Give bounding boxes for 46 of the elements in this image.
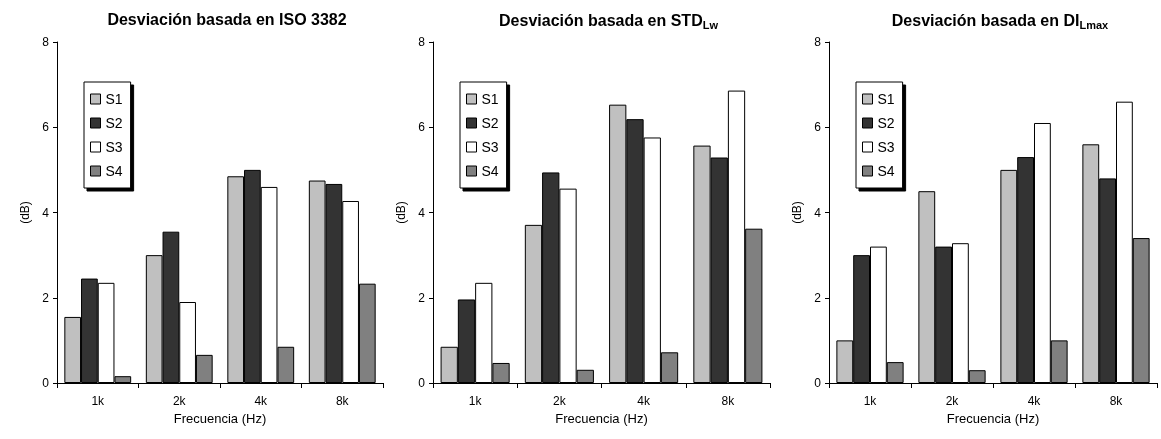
y-tick-label: 4: [418, 205, 426, 220]
y-tick-label: 0: [42, 376, 50, 390]
legend-label: S2: [105, 115, 123, 131]
x-tick-label: 1k: [468, 394, 483, 408]
y-tick-label: 2: [814, 290, 822, 305]
x-tick-label: 2k: [553, 394, 567, 408]
x-tick-label: 8k: [1109, 394, 1124, 408]
y-tick-label: 4: [814, 205, 822, 220]
y-tick-label: 0: [418, 376, 426, 390]
y-tick-label: 6: [418, 120, 426, 135]
chart-title: Desviación basada en ISO 3382: [107, 10, 347, 28]
legend-label: S4: [105, 163, 123, 179]
legend-label: S1: [105, 91, 123, 107]
y-tick-label: 2: [42, 290, 50, 305]
y-tick-label: 6: [42, 120, 50, 135]
y-axis-title: (dB): [394, 201, 408, 224]
y-tick-label: 6: [814, 120, 822, 135]
x-tick-label: 1k: [91, 394, 106, 408]
y-tick-label: 8: [814, 35, 822, 49]
x-axis-title: Frecuencia (Hz): [555, 410, 648, 426]
y-tick-label: 8: [418, 35, 426, 49]
y-tick-label: 2: [418, 290, 426, 305]
legend-label: S1: [877, 91, 895, 107]
y-axis-title: (dB): [18, 201, 32, 224]
legend-label: S1: [481, 91, 499, 107]
x-tick-label: 4k: [637, 394, 651, 408]
y-tick-label: 8: [42, 35, 50, 49]
y-tick-label: 4: [42, 205, 50, 220]
x-tick-label: 1k: [863, 394, 878, 408]
x-tick-label: 8k: [721, 394, 736, 408]
legend-label: S4: [877, 163, 895, 179]
x-tick-label: 8k: [335, 394, 350, 408]
legend-label: S3: [105, 139, 123, 155]
x-axis-title: Frecuencia (Hz): [173, 410, 267, 426]
legend-label: S2: [877, 115, 895, 131]
y-tick-label: 0: [814, 376, 822, 390]
x-tick-label: 2k: [945, 394, 960, 408]
y-axis-title: (dB): [790, 201, 804, 224]
legend-label: S2: [481, 115, 499, 131]
legend-label: S3: [481, 139, 499, 155]
legend-label: S4: [481, 163, 499, 179]
x-axis-title: Frecuencia (Hz): [946, 410, 1040, 426]
x-tick-label: 2k: [172, 394, 187, 408]
legend-label: S3: [877, 139, 895, 155]
x-tick-label: 4k: [254, 394, 269, 408]
x-tick-label: 4k: [1027, 394, 1042, 408]
